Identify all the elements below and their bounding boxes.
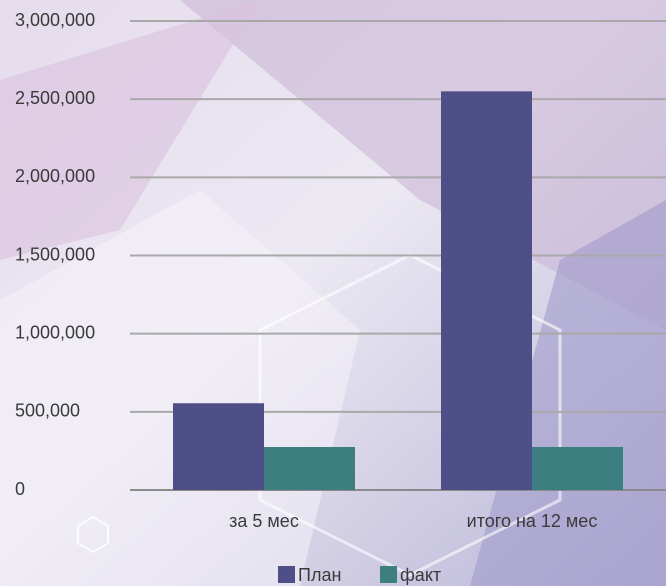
y-tick-label: 3,000,000 [15,10,95,30]
y-tick-label: 500,000 [15,401,80,421]
y-tick-label: 1,000,000 [15,322,95,342]
bg-shape [180,0,666,330]
legend-swatch [278,566,295,583]
y-tick-label: 2,500,000 [15,88,95,108]
bar [441,91,532,490]
bar [264,447,355,490]
bar [173,403,264,490]
y-tick-label: 0 [15,479,25,499]
legend-label: План [298,565,341,585]
legend-swatch [380,566,397,583]
bar [532,447,623,490]
legend-label: факт [400,565,441,585]
bg-hexagon [258,253,562,577]
bg-shape [0,0,260,260]
x-tick-label: итого на 12 мес [467,511,598,531]
bg-hexagon [77,515,109,554]
y-tick-label: 2,000,000 [15,166,95,186]
x-tick-label: за 5 мес [229,511,299,531]
y-tick-label: 1,500,000 [15,244,95,264]
